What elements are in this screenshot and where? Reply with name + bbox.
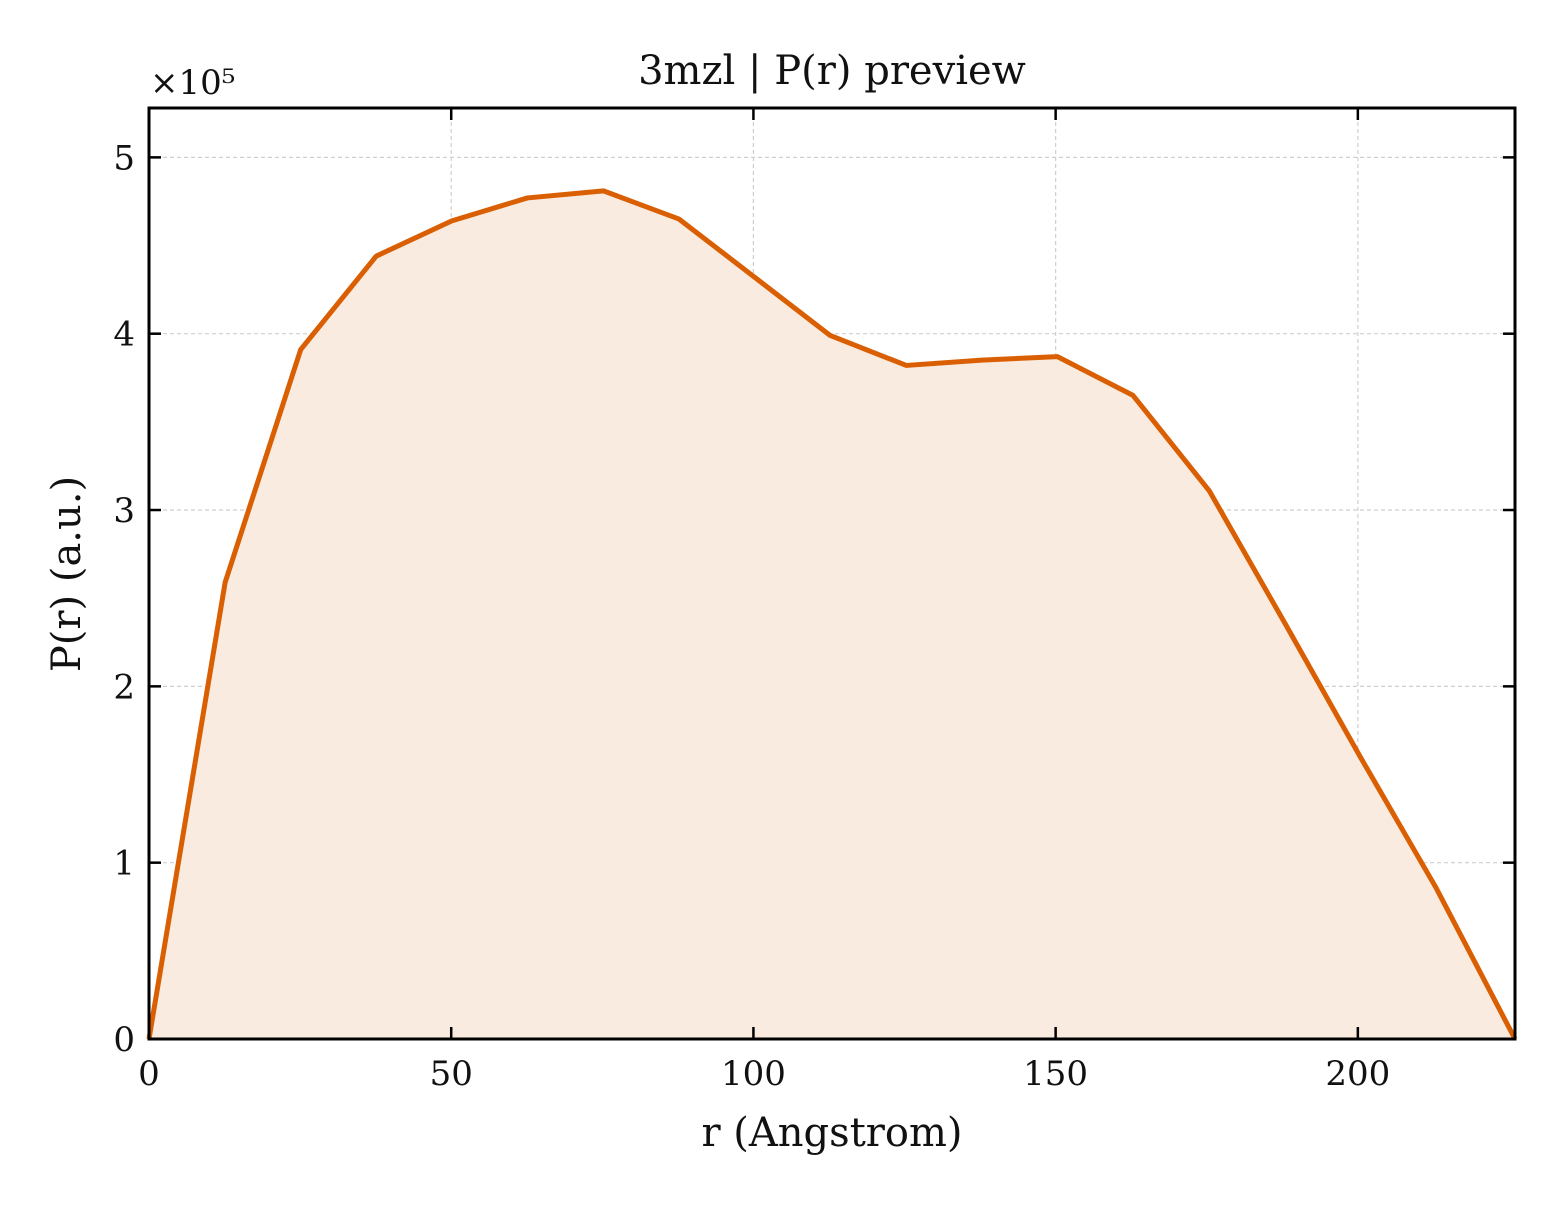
chart-title: 3mzl | P(r) preview [638,48,1026,94]
x-tick-label-4: 200 [1325,1054,1390,1094]
y-tick-label-0: 0 [113,1020,135,1060]
y-tick-label-1: 1 [113,844,135,884]
y-axis-label: P(r) (a.u.) [44,476,90,672]
x-tick-label-0: 0 [138,1054,160,1094]
series-line [146,188,1518,1041]
axis-ticks: 0 50 100 150 200 0 1 2 3 4 5 [113,108,1515,1094]
x-tick-label-1: 50 [430,1054,473,1094]
x-tick-label-2: 100 [721,1054,786,1094]
plot-frame [147,106,1517,1041]
x-axis-label: r (Angstrom) [701,1110,962,1156]
y-tick-label-5: 5 [113,138,135,178]
series-area-fill [149,190,1515,1039]
y-axis-multiplier: ×10⁵ [150,63,235,103]
y-tick-label-2: 2 [113,667,135,707]
x-tick-label-3: 150 [1023,1054,1088,1094]
y-tick-label-3: 3 [113,491,135,531]
y-tick-label-4: 4 [113,315,135,355]
